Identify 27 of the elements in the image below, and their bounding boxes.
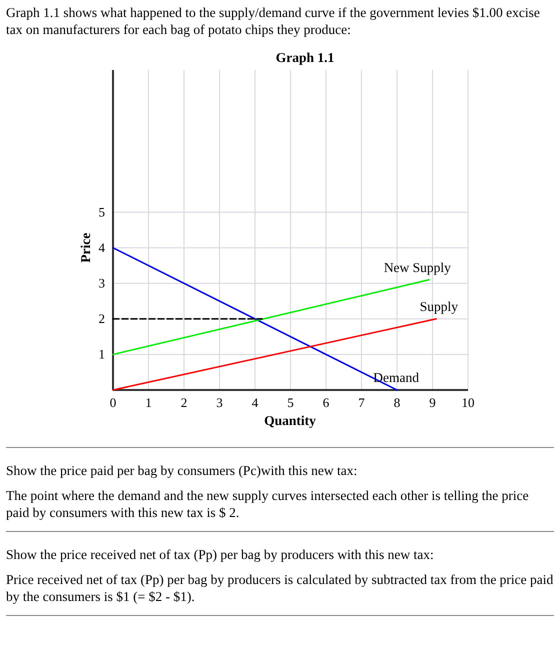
y-axis-title: Price (78, 232, 93, 263)
x-tick-label: 2 (180, 395, 188, 410)
y-tick-label: 4 (98, 240, 106, 255)
series-label: Demand (373, 370, 420, 385)
x-axis-title: Quantity (264, 413, 316, 428)
y-tick-label: 3 (98, 275, 105, 290)
x-tick-label: 4 (252, 395, 259, 410)
x-tick-label: 1 (145, 395, 152, 410)
x-tick-label: 7 (358, 395, 366, 410)
x-tick-label: 3 (216, 395, 223, 410)
y-tick-label: 2 (98, 311, 105, 326)
x-tick-label: 0 (110, 395, 116, 410)
y-tick-label: 1 (98, 346, 105, 362)
series-label: New Supply (384, 260, 452, 275)
text: Price received net of tax (Pp) per bag by producers is calculated by subtracted tax from the price paid by the consumers is $1 (= $2 - $1). (6, 571, 554, 605)
caption: Graph 1.1 shows what happened to the supply/demand curve if the government levies $1.00 excise tax on manufacturers for each bag of potato chips they produce: (5, 4, 541, 39)
y-tick-label: 5 (98, 204, 105, 220)
x-tick-label: 8 (394, 395, 400, 410)
text: The point where the demand and the new supply curves intersected each other is telling the price paid by consumers with this new tax is $ 2. (6, 487, 530, 521)
text: Show the price paid per bag by consumers (Pc)with this new tax: (6, 462, 358, 479)
x-tick-label: 5 (287, 395, 294, 410)
text: Show the price received net of tax (Pp) per bag by producers with this new tax: (6, 546, 435, 563)
x-tick-label: 10 (462, 395, 474, 410)
x-tick-label: 9 (429, 395, 436, 410)
series-label: Supply (420, 298, 458, 314)
x-tick-label: 6 (322, 395, 330, 410)
chart-title: Graph 1.1 (276, 50, 334, 65)
